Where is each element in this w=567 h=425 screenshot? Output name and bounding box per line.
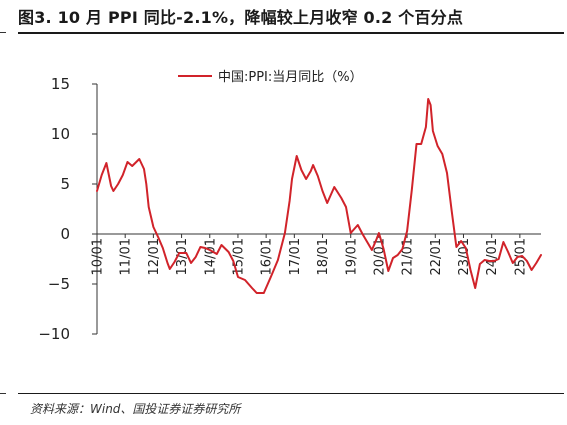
chart-legend: 中国:PPI:当月同比（%）: [178, 70, 363, 85]
source-note: 资料来源：Wind、国投证券证券研究所: [30, 402, 241, 416]
x-tick-label: 22/01: [429, 238, 444, 275]
y-tick-label: −5: [48, 275, 70, 293]
x-tick-label: 21/01: [401, 238, 416, 275]
y-tick-label: −10: [38, 325, 70, 343]
bottom-left-mark: [0, 393, 6, 394]
legend-label: 中国:PPI:当月同比（%）: [218, 70, 363, 85]
x-tick-label: 12/01: [147, 238, 162, 275]
x-tick-label: 19/01: [344, 238, 359, 275]
y-tick-label: 10: [51, 125, 70, 143]
chart-title: 图3. 10 月 PPI 同比-2.1%，降幅较上月收窄 0.2 个百分点: [18, 8, 464, 27]
y-tick-label: 5: [60, 175, 70, 193]
y-axis: 15 10 5 0 −5 −10: [38, 75, 98, 343]
source-rule: [18, 393, 564, 394]
top-left-mark: [0, 32, 6, 33]
x-tick-label: 14/01: [203, 238, 218, 275]
series-layer: [96, 98, 542, 294]
x-tick-label: 13/01: [175, 238, 190, 275]
x-tick-label: 16/01: [260, 238, 275, 275]
title-rule: [18, 32, 564, 34]
x-tick-label: 15/01: [232, 238, 247, 275]
line-chart: 中国:PPI:当月同比（%） 15 10 5 0 −5 −10 10/01 11/01 12/…: [38, 70, 542, 343]
y-tick-label: 15: [51, 75, 70, 93]
x-tick-label: 10/01: [91, 238, 106, 275]
series-line-ppi-yoy: [96, 98, 542, 294]
x-tick-label: 11/01: [119, 238, 134, 275]
y-tick-label: 0: [60, 225, 70, 243]
x-axis: 10/01 11/01 12/01 13/01 14/01 15/01 16/01 17/01…: [91, 233, 541, 275]
x-tick-label: 17/01: [288, 238, 303, 275]
x-tick-label: 24/01: [485, 238, 500, 275]
x-tick-label: 23/01: [457, 238, 472, 275]
x-tick-label: 18/01: [316, 238, 331, 275]
